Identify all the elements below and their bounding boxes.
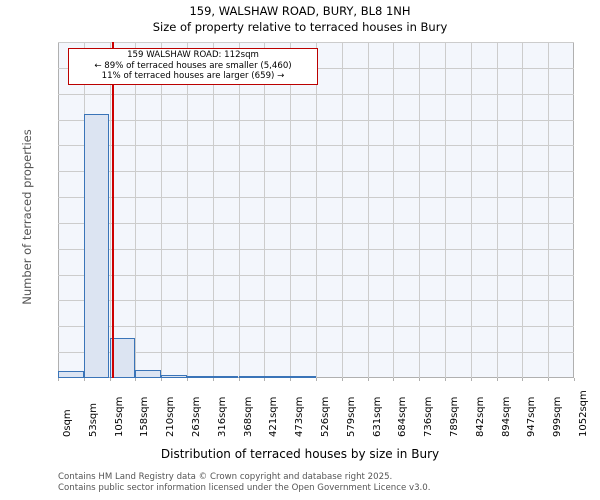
gridline-vertical — [109, 42, 111, 378]
x-axis-tick-label: 894sqm — [500, 396, 512, 437]
x-axis-tick-mark — [367, 378, 369, 381]
gridline-vertical — [393, 42, 395, 378]
x-axis-label: Distribution of terraced houses by size … — [160, 447, 440, 461]
x-axis-tick-mark — [264, 378, 266, 381]
x-axis-tick-mark — [238, 378, 240, 381]
x-axis-tick-label: 1052sqm — [578, 390, 589, 437]
x-axis-tick-mark — [187, 378, 188, 381]
x-axis-tick-label: 368sqm — [242, 396, 254, 437]
x-axis-tick-label: 579sqm — [345, 396, 357, 437]
annotation-line-property: 159 WALSHAW ROAD: 112sqm — [127, 50, 259, 60]
footer-line-1: Contains HM Land Registry data © Crown c… — [58, 472, 393, 482]
x-axis-tick-label: 53sqm — [87, 402, 99, 437]
histogram-bar — [264, 376, 290, 378]
histogram-bar — [58, 371, 84, 378]
plot-spine-left — [58, 42, 59, 378]
x-axis-tick-label: 684sqm — [397, 396, 409, 437]
x-axis-tick-label: 947sqm — [526, 396, 538, 437]
x-axis-tick-mark — [109, 378, 111, 381]
gridline-vertical — [470, 42, 472, 378]
x-axis-tick-mark — [548, 378, 549, 381]
annotation-line-smaller: ← 89% of terraced houses are smaller (5,… — [94, 60, 292, 71]
gridline-vertical — [341, 42, 343, 378]
x-axis-tick-label: 0sqm — [62, 409, 73, 437]
gridline-vertical — [445, 42, 446, 378]
x-axis-tick-label: 105sqm — [113, 396, 125, 437]
x-axis-tick-mark — [212, 378, 214, 381]
x-axis-tick-mark — [161, 378, 162, 381]
gridline-vertical — [187, 42, 188, 378]
x-axis-tick-mark — [341, 378, 343, 381]
gridline-vertical — [238, 42, 240, 378]
plot-area — [58, 42, 574, 378]
gridline-vertical — [212, 42, 214, 378]
chart-title: 159, WALSHAW ROAD, BURY, BL8 1NH — [189, 4, 411, 18]
x-axis-tick-mark — [58, 378, 59, 381]
footer-attribution: Contains HM Land Registry data © Crown c… — [58, 472, 598, 494]
x-axis-tick-label: 842sqm — [474, 396, 486, 437]
x-axis-tick-label: 263sqm — [191, 396, 202, 437]
histogram-bar — [161, 375, 187, 378]
plot-spine-right — [573, 42, 574, 378]
x-axis-tick-mark — [135, 378, 137, 381]
x-axis-tick-mark — [83, 378, 85, 381]
gridline-vertical — [135, 42, 137, 378]
gridline-vertical — [316, 42, 317, 378]
x-axis-tick-label: 631sqm — [371, 396, 383, 437]
gridline-vertical — [290, 42, 291, 378]
x-axis-tick-label: 526sqm — [320, 396, 331, 437]
footer-line-2: Contains public sector information licen… — [58, 483, 431, 494]
x-axis-tick-label: 316sqm — [216, 396, 228, 437]
gridline-vertical — [161, 42, 162, 378]
x-axis-tick-mark — [470, 378, 472, 381]
x-axis-ticks: 0sqm 53sqm 105sqm 158sqm 210sqm 263sqm 316sqm 3… — [58, 378, 589, 441]
gridline-vertical — [522, 42, 524, 378]
x-axis-tick-mark — [522, 378, 524, 381]
histogram-bar — [187, 376, 213, 378]
histogram-bar — [290, 376, 316, 378]
x-axis-tick-mark — [316, 378, 317, 381]
x-axis-tick-mark — [393, 378, 395, 381]
histogram-bar — [83, 114, 110, 378]
x-axis-tick-mark — [445, 378, 446, 381]
x-axis-tick-label: 736sqm — [423, 396, 434, 437]
x-axis-tick-mark — [419, 378, 420, 381]
gridline-vertical — [264, 42, 266, 378]
histogram-bar — [238, 376, 265, 378]
annotation-line-larger: 11% of terraced houses are larger (659) … — [101, 71, 285, 82]
property-annotation-box: 159 WALSHAW ROAD: 112sqm ← 89% of terrac… — [68, 48, 318, 86]
gridline-vertical — [496, 42, 498, 378]
gridline-vertical — [548, 42, 549, 378]
gridline-vertical — [419, 42, 420, 378]
x-axis-tick-label: 789sqm — [449, 396, 460, 437]
gridline-vertical — [367, 42, 369, 378]
x-axis-tick-label: 210sqm — [165, 396, 176, 437]
chart-subtitle: Size of property relative to terraced ho… — [152, 20, 448, 34]
x-axis-tick-mark — [496, 378, 498, 381]
x-axis-tick-mark — [290, 378, 291, 381]
histogram-bar — [212, 376, 239, 378]
x-axis-tick-label: 158sqm — [139, 396, 151, 437]
property-size-marker-line — [111, 42, 114, 378]
histogram-bar — [135, 370, 161, 378]
x-axis-tick-label: 473sqm — [294, 396, 305, 437]
x-axis-tick-mark — [574, 378, 575, 381]
x-axis-tick-label: 999sqm — [552, 396, 563, 437]
x-axis-tick-label: 421sqm — [268, 396, 280, 437]
